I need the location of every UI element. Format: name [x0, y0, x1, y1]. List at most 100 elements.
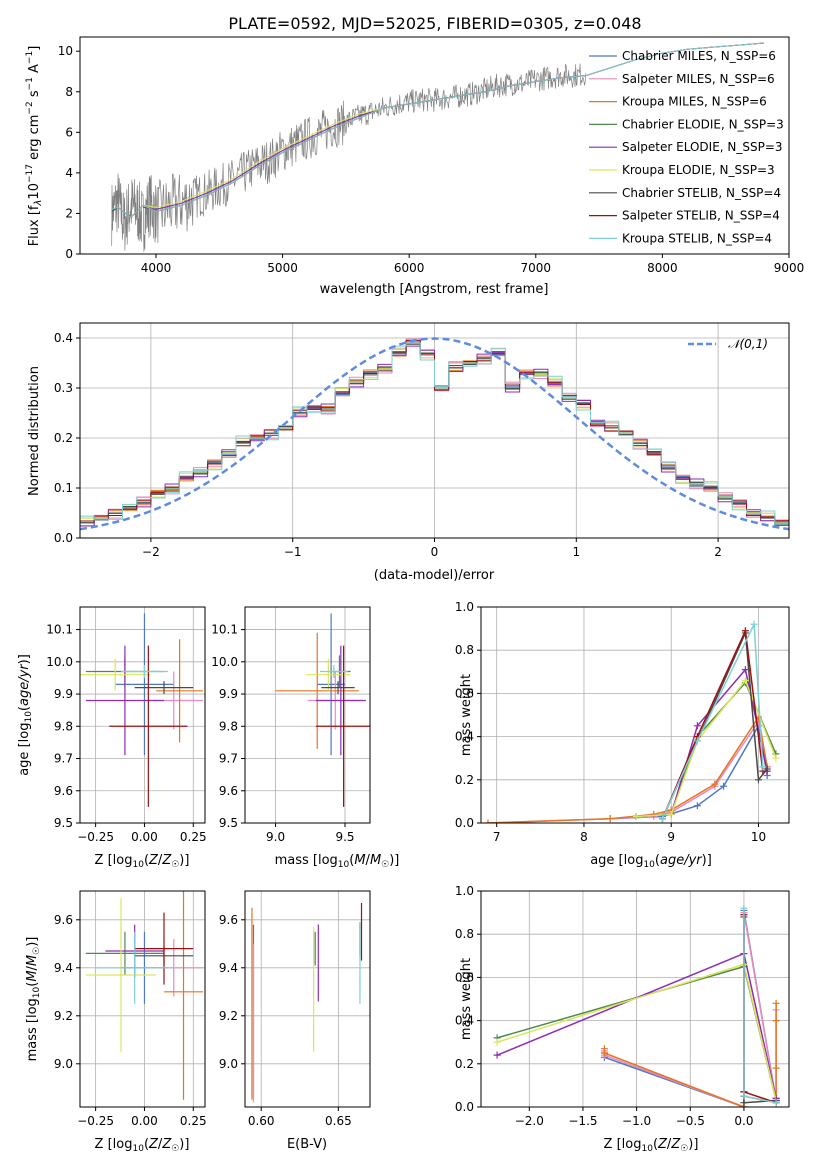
wz-ytick-label: 0.6: [455, 970, 474, 984]
mage-xtick-label: 9.5: [335, 830, 354, 844]
wage-marker-9: [750, 620, 758, 628]
wage-marker-5: [693, 722, 701, 730]
spec-ytick-label: 6: [65, 125, 73, 139]
mass-age-axes-frame: [244, 606, 371, 824]
wage-xtick-label: 10: [751, 830, 766, 844]
zage-ytick-label: 10.1: [46, 623, 73, 637]
res-ytick-label: 0.3: [54, 381, 73, 395]
spec-xtick-label: 4000: [141, 261, 172, 275]
wage-marker-1: [720, 782, 728, 790]
z-mass-panel: −0.25 0.00 0.25 9.0 9.2 9.4 9.6 Z [log10(Z/Z☉)…: [25, 890, 207, 1154]
zage-xtick-label: −0.25: [77, 830, 114, 844]
res-xtick-label: 1: [572, 545, 580, 559]
wage-marker-6: [632, 813, 640, 821]
spec-xtick-label: 8000: [647, 261, 678, 275]
normal-curve: [80, 337, 789, 531]
wage-xtick-label: 7: [493, 830, 501, 844]
wage-xtick-label: 8: [580, 830, 588, 844]
zage-ytick-label: 9.5: [54, 816, 73, 830]
spectrum-legend-label-2: Salpeter MILES, N_SSP=6: [622, 72, 775, 86]
weight-z-xlabel: Z [log10(Z/Z☉)]: [604, 1137, 699, 1154]
spectrum-model-line-9: [111, 42, 764, 218]
wz-ytick-label: 0.4: [455, 1014, 474, 1028]
spectrum-legend: Chabrier MILES, N_SSP=6 Salpeter MILES, N…: [589, 49, 784, 245]
wz-ytick-label: 0.2: [455, 1057, 474, 1071]
ebv-mass-axes-frame: [244, 890, 371, 1108]
wage-ytick-label: 0.0: [455, 816, 474, 830]
wz-xtick-label: −0.5: [676, 1114, 705, 1128]
spectrum-legend-label-6: Kroupa ELODIE, N_SSP=3: [622, 163, 775, 177]
mage-ytick-label: 9.9: [219, 687, 238, 701]
residual-data-layer: [80, 337, 789, 531]
mage-ytick-label: 9.8: [219, 719, 238, 733]
mage-ytick-label: 10.0: [211, 655, 238, 669]
res-ytick-label: 0.1: [54, 481, 73, 495]
z-age-axes-frame: [79, 606, 206, 824]
wz-marker-9: [740, 1092, 748, 1100]
zage-ytick-label: 9.8: [54, 719, 73, 733]
wage-line-8: [661, 630, 764, 819]
res-ytick-label: 0.0: [54, 531, 73, 545]
ebv-mass-panel: 0.60 0.65 9.0 9.2 9.4 9.6 E(B-V): [219, 890, 371, 1152]
wage-ytick-label: 0.6: [455, 686, 474, 700]
zage-ytick-label: 9.7: [54, 752, 73, 766]
wage-marker-9: [693, 737, 701, 745]
weight-z-panel: −2.0 −1.5 −1.0 −0.5 0.0 0.0 0.2 0.4 0.6 0.8 1.0 Z …: [455, 884, 790, 1154]
zmass-xtick-label: 0.00: [131, 1114, 158, 1128]
spec-xtick-label: 7000: [521, 261, 552, 275]
wage-marker-9: [759, 763, 767, 771]
wz-ytick-label: 0.8: [455, 927, 474, 941]
wage-marker-7: [763, 765, 771, 773]
ebv-ytick-label: 9.4: [219, 961, 238, 975]
zmass-xtick-label: −0.25: [77, 1114, 114, 1128]
spec-ytick-label: 8: [65, 85, 73, 99]
normal-legend-label: 𝒩(0,1): [728, 337, 768, 351]
wage-ytick-label: 0.4: [455, 730, 474, 744]
zage-ytick-label: 10.0: [46, 655, 73, 669]
weight-age-axes-frame: [480, 606, 790, 824]
wage-line-9: [661, 623, 764, 820]
zmass-xtick-label: 0.25: [180, 1114, 207, 1128]
wage-marker-1: [693, 802, 701, 810]
wz-marker-6: [493, 1038, 501, 1046]
z-age-data-layer: [80, 613, 204, 807]
spec-ytick-label: 4: [65, 166, 73, 180]
res-xtick-label: −1: [284, 545, 302, 559]
ebv-ytick-label: 9.6: [219, 913, 238, 927]
wz-marker-5: [493, 1051, 501, 1059]
wz-xtick-label: −1.0: [622, 1114, 651, 1128]
spectrum-data-layer: [111, 42, 764, 252]
zmass-ytick-label: 9.4: [54, 961, 73, 975]
mass-age-data-layer: [275, 613, 370, 807]
wage-marker-3: [484, 819, 492, 823]
weight-age-ylabel: mass weight: [459, 674, 474, 756]
spectrum-legend-label-1: Chabrier MILES, N_SSP=6: [622, 49, 776, 63]
z-age-xlabel: Z [log10(Z/Z☉)]: [95, 853, 190, 870]
wage-marker-6: [741, 676, 749, 684]
wage-marker-3: [711, 780, 719, 788]
mage-ytick-label: 10.1: [211, 623, 238, 637]
mass-age-panel: 9.0 9.5 9.5 9.6 9.7 9.8 9.9 10.0 10.1 mass [log1…: [211, 606, 400, 870]
z-mass-grid: [80, 891, 205, 1107]
zmass-ytick-label: 9.0: [54, 1057, 73, 1071]
wage-marker-6: [772, 754, 780, 762]
spec-ytick-label: 10: [58, 44, 73, 58]
spectrum-panel: 4000 5000 6000 7000 8000 9000 0 2 4 6 8 10 waveleng…: [25, 36, 804, 297]
ebv-xtick-label: 0.60: [248, 1114, 275, 1128]
z-mass-ylabel: mass [log10(M/M☉)]: [25, 937, 42, 1062]
wz-marker-9: [740, 904, 748, 912]
weight-z-ylabel: mass weight: [459, 958, 474, 1040]
wage-xtick-label: 9: [667, 830, 675, 844]
residual-histogram-9: [80, 342, 789, 525]
z-age-ylabel: age [log10(age/yr)]: [17, 654, 34, 776]
spectrum-xlabel: wavelength [Angstrom, rest frame]: [320, 282, 549, 297]
mage-ytick-label: 9.5: [219, 816, 238, 830]
wage-ytick-label: 0.8: [455, 643, 474, 657]
z-mass-data-layer: [85, 891, 204, 1100]
wage-marker-7: [754, 776, 762, 784]
mass-age-xlabel: mass [log10(M/M☉)]: [275, 853, 400, 870]
wage-marker-8: [741, 627, 749, 635]
spec-xtick-label: 5000: [267, 261, 298, 275]
wage-marker-3: [606, 815, 614, 823]
